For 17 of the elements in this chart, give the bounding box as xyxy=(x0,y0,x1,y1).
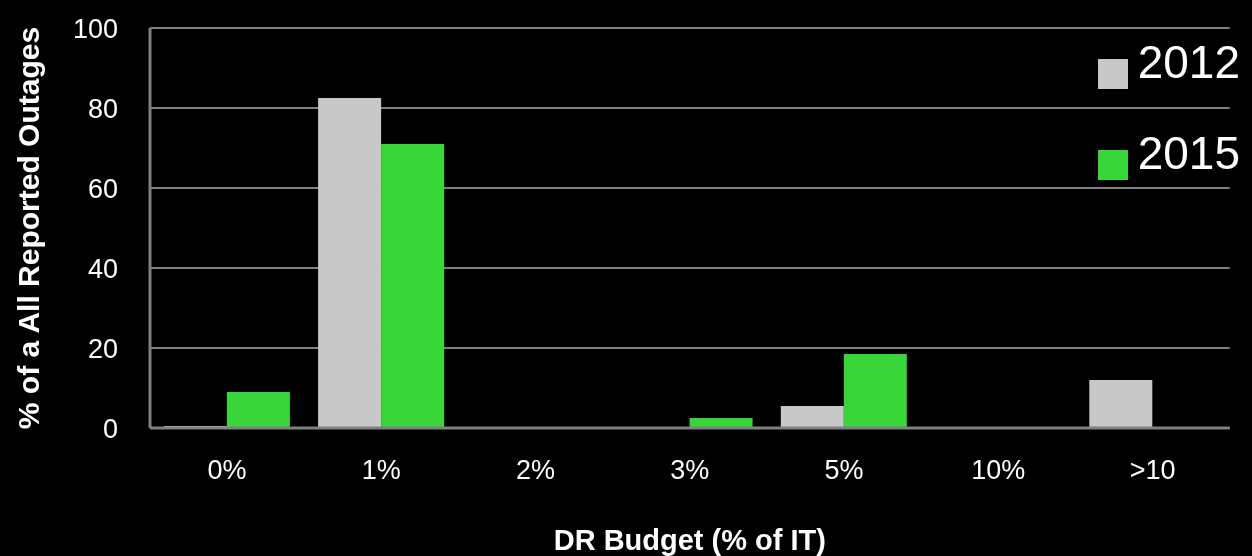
x-tick-label: 10% xyxy=(971,455,1026,486)
x-tick-label: 5% xyxy=(824,455,864,486)
y-axis-title: % of a All Reported Outages xyxy=(11,26,45,430)
x-tick-label: 1% xyxy=(361,455,401,486)
x-axis-title: DR Budget (% of IT) xyxy=(553,524,826,556)
y-tick-label: 100 xyxy=(72,13,118,44)
x-tick-label: 3% xyxy=(670,455,710,486)
y-tick-label: 20 xyxy=(87,333,118,364)
legend-label: 2015 xyxy=(1137,127,1240,179)
y-tick-label: 40 xyxy=(87,253,118,284)
y-tick-label: 60 xyxy=(87,173,118,204)
x-tick-label: 0% xyxy=(207,455,247,486)
legend-label: 2012 xyxy=(1137,36,1240,88)
y-tick-label: 0 xyxy=(102,413,118,444)
x-tick-label: 2% xyxy=(516,455,556,486)
x-tick-label: >10 xyxy=(1129,455,1176,486)
y-tick-label: 80 xyxy=(87,93,118,124)
